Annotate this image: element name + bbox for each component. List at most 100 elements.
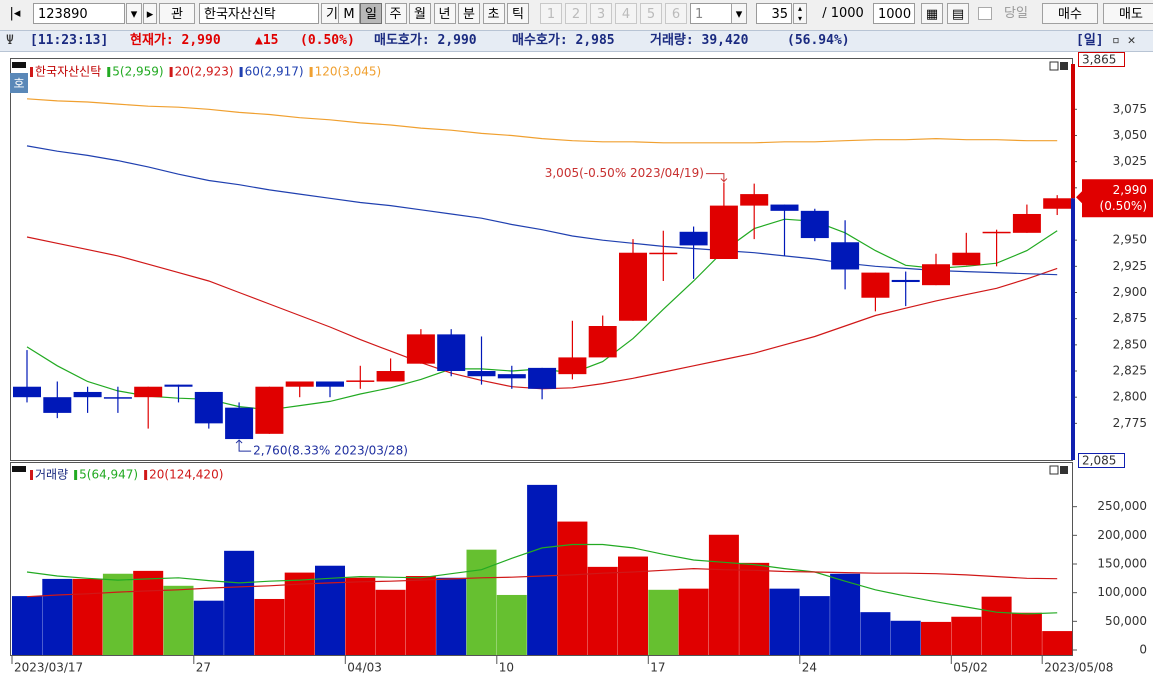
number-button[interactable]: 2	[565, 3, 587, 24]
price-bar	[1071, 64, 1075, 199]
period-button[interactable]: 분	[458, 3, 480, 24]
sell-button[interactable]: 매도	[1103, 3, 1153, 24]
annotation: 2,760(8.33% 2023/03/28)	[253, 444, 408, 458]
candle-body	[134, 386, 163, 398]
period-button[interactable]: 틱	[507, 3, 529, 24]
volume-bar	[12, 596, 42, 655]
legend-label: 60(2,917)	[245, 65, 304, 79]
volume-bar	[254, 598, 285, 655]
legend-swatch	[309, 67, 313, 77]
period-button[interactable]: 주	[384, 3, 407, 24]
combo[interactable]: 1	[690, 3, 732, 24]
tool-icon[interactable]: ▦	[921, 3, 943, 24]
tool-icon[interactable]: ▤	[947, 3, 969, 24]
tool-button[interactable]: M	[338, 3, 360, 24]
range-max: 3,865	[1082, 53, 1116, 67]
price-bar	[1071, 198, 1075, 460]
volume-bar	[163, 585, 194, 655]
volume-bar	[72, 578, 103, 655]
candle-body	[497, 374, 526, 379]
legend-label: 5(2,959)	[112, 65, 163, 79]
code-input[interactable]: 123890	[33, 3, 125, 24]
candle-body	[13, 386, 41, 398]
number-button[interactable]: 5	[640, 3, 662, 24]
next[interactable]: ▸	[143, 3, 157, 24]
legend-swatch	[30, 470, 33, 480]
period-button[interactable]: 월	[409, 3, 431, 24]
period-button[interactable]: 초	[482, 3, 505, 24]
candle-body	[922, 264, 950, 286]
current-tag	[1076, 179, 1153, 218]
legend-label: 120(3,045)	[315, 65, 382, 79]
candle-body	[1012, 213, 1041, 233]
panel-close[interactable]	[1060, 466, 1068, 474]
window-buttons[interactable]: ▫ ✕	[1112, 33, 1136, 48]
x-tick-label: 10	[499, 661, 514, 675]
volume-bar	[133, 570, 164, 655]
volume-pct: (56.94%)	[787, 33, 850, 48]
panel-close[interactable]	[1060, 62, 1068, 70]
volume-bar	[921, 621, 951, 655]
volume-bar	[799, 596, 830, 655]
y-tick-label: 2,850	[1113, 337, 1147, 351]
candle-body	[43, 397, 72, 413]
candle-body	[285, 381, 314, 387]
dropdown[interactable]: ▾	[126, 3, 142, 24]
panel-button[interactable]	[1049, 61, 1059, 71]
number-button[interactable]: 6	[665, 3, 687, 24]
legend-label: 20(124,420)	[149, 468, 223, 482]
checkbox[interactable]	[978, 7, 992, 20]
candle-body	[376, 371, 405, 382]
search[interactable]: 관	[159, 3, 195, 24]
candle-body	[649, 252, 678, 255]
volume-bar	[557, 521, 588, 655]
bid: 매수호가: 2,985	[512, 33, 615, 48]
volume-bar	[830, 573, 861, 655]
period-button[interactable]: 일	[360, 3, 382, 24]
first-button[interactable]: |◂	[9, 6, 21, 21]
volume-bar	[981, 596, 1012, 655]
y-tick-label: 0	[1139, 643, 1147, 657]
spinner[interactable]: ▴ ▾	[793, 3, 807, 24]
number-button[interactable]: 3	[590, 3, 612, 24]
panel-button[interactable]	[1049, 465, 1059, 475]
range-max-box	[1078, 52, 1125, 67]
candle-body	[831, 242, 860, 270]
candle-body	[225, 407, 254, 440]
volume-bar	[284, 572, 315, 655]
x-tick-label: 27	[196, 661, 211, 675]
volume-bar	[102, 573, 133, 655]
y-tick-label: 2,800	[1113, 390, 1147, 404]
ma-line	[26, 145, 1058, 276]
count-input[interactable]: 35	[756, 3, 792, 24]
number-button[interactable]: 4	[615, 3, 637, 24]
buy-button[interactable]: 매수	[1042, 3, 1098, 24]
y-tick-label: 3,075	[1113, 102, 1147, 116]
total-input[interactable]: 1000	[873, 3, 915, 24]
volume-bar	[890, 620, 921, 655]
legend-swatch	[74, 470, 78, 480]
volume-bar	[1011, 612, 1042, 655]
legend-swatch	[30, 67, 33, 77]
combo-arrow[interactable]: ▾	[731, 3, 747, 24]
legend-swatch	[107, 67, 111, 77]
badge-bg	[10, 73, 28, 93]
y-tick-label: 3,050	[1113, 128, 1147, 142]
y-tick-label: 2,875	[1113, 311, 1147, 325]
candle-body	[619, 252, 647, 321]
number-button[interactable]: 1	[540, 3, 562, 24]
volume-bar	[678, 588, 709, 655]
volume-bar	[405, 576, 436, 655]
candle-body	[709, 205, 738, 259]
candle-body	[73, 391, 102, 398]
annotation-arrow	[705, 173, 728, 183]
candle-body	[740, 194, 769, 206]
ma-line	[26, 98, 1058, 144]
x-tick-label: 2023/05/08	[1044, 661, 1113, 675]
y-tick-label: 200,000	[1097, 528, 1147, 542]
name-input[interactable]: 한국자산신탁	[199, 3, 319, 24]
badge: 호	[13, 77, 24, 91]
y-tick-label: 3,025	[1113, 154, 1147, 168]
period-button[interactable]: 년	[433, 3, 456, 24]
